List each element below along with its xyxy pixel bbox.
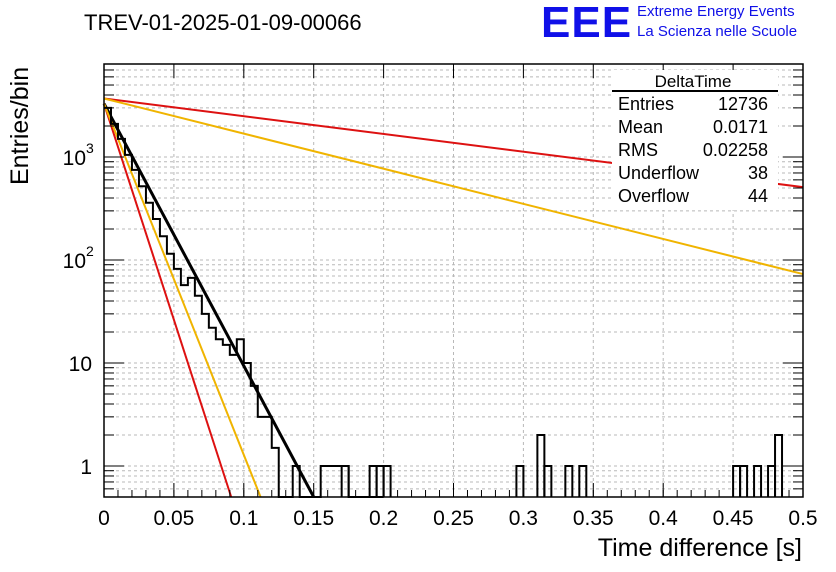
fit-curve-line	[103, 103, 262, 498]
x-axis-label: Time difference [s]	[597, 534, 802, 562]
fit-curve-line	[102, 102, 316, 498]
histogram-steps	[104, 106, 384, 498]
x-tick-label: 0.4	[649, 507, 679, 530]
chart-title: TREV-01-2025-01-09-00066	[84, 10, 362, 35]
histogram-bin	[774, 433, 784, 497]
stats-box-background	[612, 70, 778, 210]
histogram-bin	[578, 464, 588, 497]
logo-caption-line2: La Scienza nelle Scuole	[637, 23, 798, 40]
histogram-bin	[543, 464, 553, 497]
stats-value: 38	[748, 163, 768, 183]
histogram-bin	[753, 464, 763, 497]
x-tick-label: 0.15	[293, 507, 334, 530]
x-tick-label: 0.35	[573, 507, 614, 530]
y-tick-label: 10	[63, 147, 86, 170]
x-tick-label: 0.5	[788, 507, 817, 530]
stats-value: 12736	[718, 94, 768, 114]
logo-caption-line1: Extreme Energy Events	[637, 3, 795, 20]
x-tick-label: 0.3	[509, 507, 538, 530]
stats-label: Overflow	[618, 186, 690, 206]
y-tick-label: 1	[80, 456, 92, 479]
y-tick-label: 10	[63, 250, 86, 273]
histogram-bin	[564, 464, 574, 497]
x-tick-label: 0.1	[229, 507, 258, 530]
x-tick-label: 0.25	[433, 507, 474, 530]
x-tick-label: 0.05	[153, 507, 194, 530]
stats-label: Mean	[618, 117, 663, 137]
x-tick-label: 0.45	[713, 507, 754, 530]
stats-value: 44	[748, 186, 768, 206]
y-tick-label: 10	[69, 353, 92, 376]
stats-label: Underflow	[618, 163, 700, 183]
x-tick-label: 0	[98, 507, 110, 530]
stats-label: RMS	[618, 140, 658, 160]
histogram-bin	[382, 464, 392, 497]
y-tick-exponent: 3	[86, 140, 94, 156]
stats-value: 0.0171	[713, 117, 768, 137]
fit-curve-line	[103, 97, 804, 276]
axes: 0 0.05 0.1 0.15 0.2 0.25 0.3 0.35 0.4 0.45 0.5 1 10 1…	[63, 63, 818, 530]
histogram	[104, 106, 784, 498]
stats-box: DeltaTime Entries 12736 Mean 0.0171 RMS 0.0225…	[612, 70, 778, 210]
histogram-bin	[340, 464, 350, 497]
histogram-bin	[739, 464, 749, 497]
fit-curve-line	[103, 103, 233, 498]
stats-label: Entries	[618, 94, 674, 114]
x-tick-label: 0.2	[369, 507, 398, 530]
stats-box-title: DeltaTime	[655, 72, 732, 91]
histogram-bin	[515, 464, 525, 497]
eee-logo: EEE	[541, 0, 633, 47]
stats-value: 0.02258	[703, 140, 768, 160]
y-tick-exponent: 2	[86, 243, 94, 259]
